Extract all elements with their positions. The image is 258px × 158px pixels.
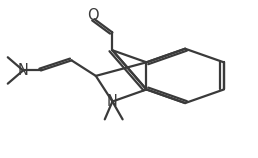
Text: O: O	[87, 8, 99, 23]
Text: N: N	[18, 63, 29, 78]
Text: N: N	[107, 94, 118, 109]
